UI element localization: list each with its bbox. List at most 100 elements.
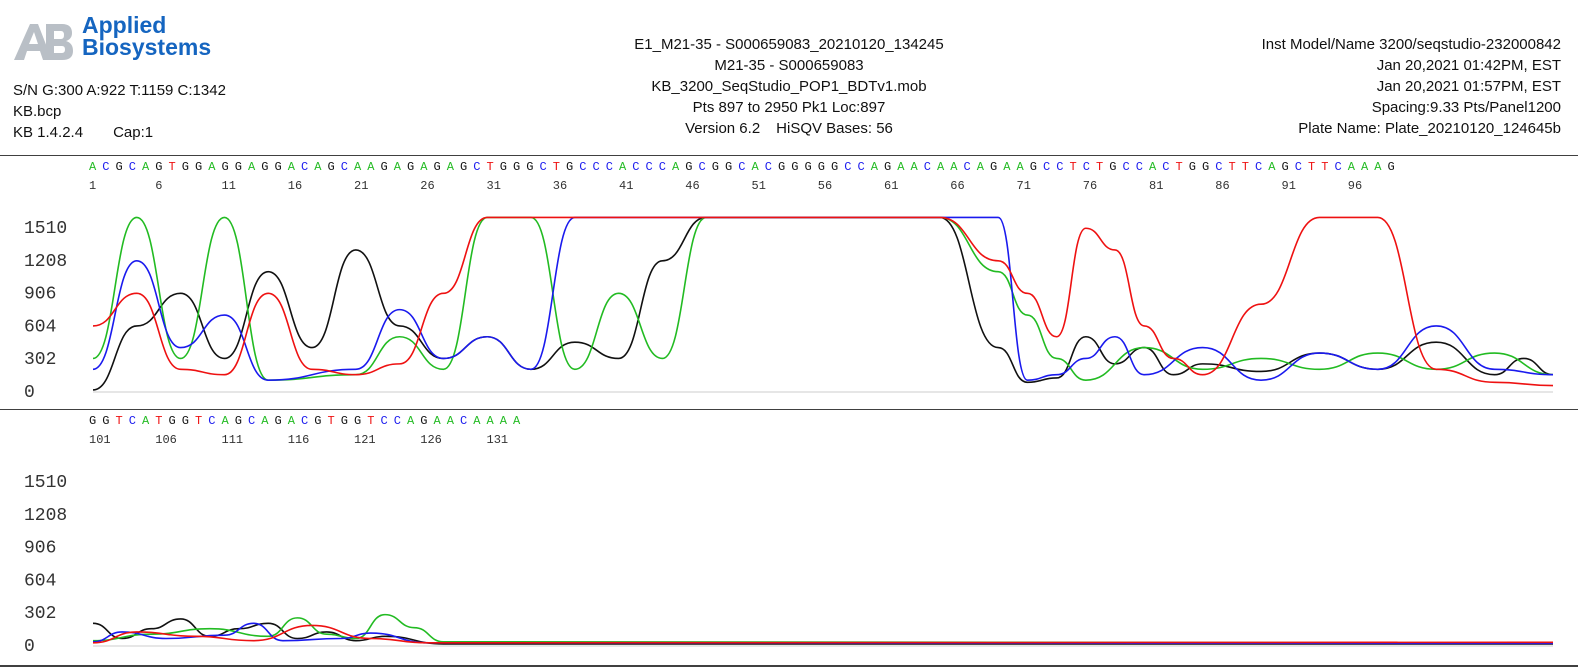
sample-file-name: E1_M21-35 - S000659083_20210120_134245: [634, 36, 944, 53]
base-counts: S/N G:300 A:922 T:1159 C:1342: [13, 82, 226, 99]
base-call: G: [195, 160, 202, 174]
base-position-label: 106: [155, 433, 177, 447]
base-call: A: [619, 160, 627, 174]
base-call: G: [102, 414, 109, 428]
base-call: G: [182, 414, 189, 428]
base-call: G: [1202, 160, 1209, 174]
base-call: C: [1083, 160, 1090, 174]
base-call: A: [248, 160, 256, 174]
base-call: G: [566, 160, 573, 174]
base-call: C: [129, 414, 136, 428]
base-call: A: [672, 160, 680, 174]
base-call: G: [381, 160, 388, 174]
trace-A: [93, 216, 1553, 381]
base-call: C: [924, 160, 931, 174]
base-call: A: [89, 160, 97, 174]
base-call: A: [950, 160, 958, 174]
base-call: C: [1123, 160, 1130, 174]
base-call: G: [1030, 160, 1037, 174]
base-call: G: [526, 160, 533, 174]
base-call: C: [1162, 160, 1169, 174]
trace-G: [93, 618, 1553, 645]
run-start-date: Jan 20,2021 01:42PM, EST: [1376, 57, 1561, 74]
base-call: G: [1109, 160, 1116, 174]
capillary: Cap:1: [113, 124, 154, 141]
base-call: G: [420, 414, 427, 428]
base-call: C: [460, 414, 467, 428]
base-position-label: 71: [1017, 179, 1031, 193]
base-call: G: [434, 160, 441, 174]
spacing-info: Spacing:9.33 Pts/Panel1200: [1371, 99, 1561, 116]
base-position-label: 66: [950, 179, 964, 193]
sample-name: M21-35 - S000659083: [714, 57, 864, 74]
base-call: C: [381, 414, 388, 428]
base-call: C: [102, 160, 109, 174]
base-call: G: [341, 414, 348, 428]
base-call: C: [606, 160, 613, 174]
base-call: G: [805, 160, 812, 174]
instrument-model: Inst Model/Name 3200/seqstudio-232000842: [1261, 36, 1561, 53]
base-call: C: [738, 160, 745, 174]
base-call: A: [208, 160, 216, 174]
base-position-label: 116: [288, 433, 310, 447]
base-call: A: [447, 414, 455, 428]
base-call: C: [1056, 160, 1063, 174]
base-call: G: [990, 160, 997, 174]
base-call: C: [473, 160, 480, 174]
header-right-info: Inst Model/Name 3200/seqstudio-232000842…: [1262, 34, 1561, 139]
trace-group: [93, 613, 1553, 645]
base-call: A: [1017, 160, 1025, 174]
base-call: G: [235, 160, 242, 174]
base-position-label: 1: [89, 179, 96, 193]
base-call: G: [791, 160, 798, 174]
base-call: G: [884, 160, 891, 174]
base-call: T: [1321, 160, 1328, 174]
base-call: C: [964, 160, 971, 174]
base-call: A: [447, 160, 455, 174]
base-call: G: [328, 160, 335, 174]
logo-wordmark: Applied Biosystems: [82, 14, 211, 59]
base-call: A: [513, 414, 521, 428]
base-position-label: 91: [1282, 179, 1296, 193]
base-call: A: [871, 160, 879, 174]
ab-logo-mark-icon: [14, 24, 73, 60]
base-position-label: 121: [354, 433, 376, 447]
base-call: A: [142, 414, 150, 428]
base-call: A: [752, 160, 760, 174]
base-position-label: 101: [89, 433, 111, 447]
mobility-file: KB_3200_SeqStudio_POP1_BDTv1.mob: [651, 78, 927, 95]
base-call: G: [1282, 160, 1289, 174]
base-call: A: [487, 414, 495, 428]
base-call: C: [579, 160, 586, 174]
base-call: A: [500, 414, 508, 428]
base-call: C: [632, 160, 639, 174]
kb-version: KB 1.4.2.4: [13, 124, 84, 141]
base-call: G: [725, 160, 732, 174]
base-position-label: 86: [1215, 179, 1229, 193]
y-axis-tick-label: 906: [24, 285, 56, 305]
base-call: T: [1242, 160, 1249, 174]
base-call: G: [500, 160, 507, 174]
software-version: Version 6.2: [685, 120, 761, 137]
base-call: T: [487, 160, 494, 174]
base-call: A: [288, 160, 296, 174]
base-position-label: 31: [487, 179, 501, 193]
base-call: G: [460, 160, 467, 174]
base-position-label: 76: [1083, 179, 1097, 193]
hisqv-bases: HiSQV Bases: 56: [776, 120, 893, 137]
base-call: G: [818, 160, 825, 174]
version-line: Version 6.2 HiSQV Bases: 56: [0, 118, 1578, 139]
base-call: A: [1374, 160, 1382, 174]
base-call: A: [434, 414, 442, 428]
base-call: T: [553, 160, 560, 174]
base-call: A: [354, 160, 362, 174]
base-call: T: [1229, 160, 1236, 174]
base-call: G: [155, 160, 162, 174]
base-position-label: 6: [155, 179, 162, 193]
base-call: T: [116, 414, 123, 428]
base-call: G: [513, 160, 520, 174]
base-position-label: 126: [420, 433, 442, 447]
base-call: A: [367, 160, 375, 174]
